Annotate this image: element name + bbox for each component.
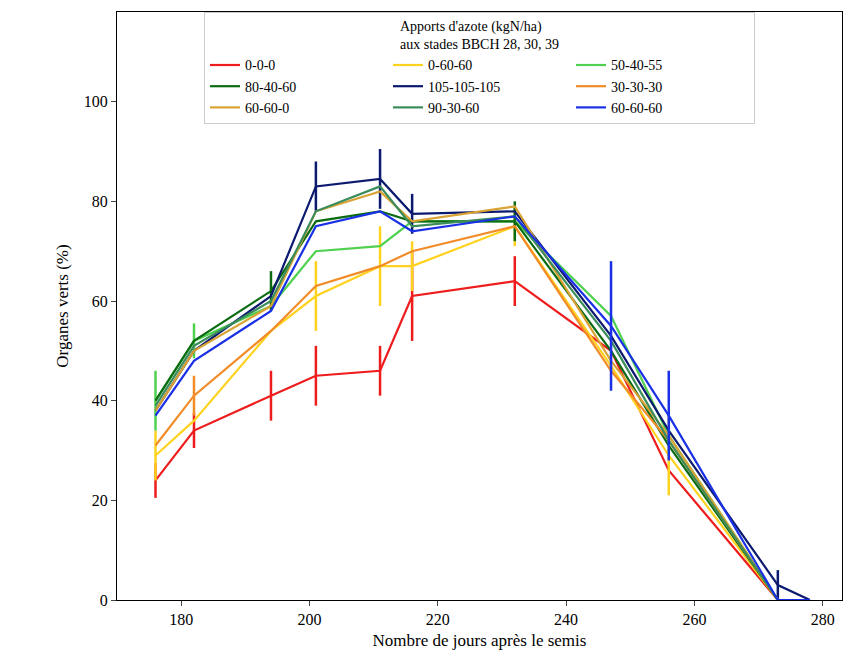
- svg-text:0-0-0: 0-0-0: [245, 58, 275, 73]
- svg-text:20: 20: [92, 492, 108, 509]
- svg-text:0: 0: [100, 592, 108, 609]
- svg-text:80-40-60: 80-40-60: [245, 80, 296, 95]
- svg-text:0-60-60: 0-60-60: [428, 58, 472, 73]
- svg-text:30-30-30: 30-30-30: [611, 80, 662, 95]
- svg-text:100: 100: [84, 93, 108, 110]
- svg-text:280: 280: [811, 611, 835, 628]
- svg-text:260: 260: [682, 611, 706, 628]
- svg-text:60: 60: [92, 293, 108, 310]
- svg-text:40: 40: [92, 392, 108, 409]
- svg-text:Apports d'azote (kgN/ha)aux st: Apports d'azote (kgN/ha)aux stades BBCH …: [400, 19, 559, 52]
- svg-text:220: 220: [426, 611, 450, 628]
- svg-text:240: 240: [554, 611, 578, 628]
- svg-text:60-60-0: 60-60-0: [245, 101, 289, 116]
- svg-text:80: 80: [92, 193, 108, 210]
- svg-text:50-40-55: 50-40-55: [611, 58, 662, 73]
- svg-text:180: 180: [169, 611, 193, 628]
- svg-text:Organes verts (%): Organes verts (%): [53, 244, 72, 367]
- svg-text:105-105-105: 105-105-105: [428, 80, 500, 95]
- svg-text:90-30-60: 90-30-60: [428, 101, 479, 116]
- svg-text:60-60-60: 60-60-60: [611, 101, 662, 116]
- svg-text:200: 200: [297, 611, 321, 628]
- svg-text:Nombre de jours après le semis: Nombre de jours après le semis: [373, 631, 587, 650]
